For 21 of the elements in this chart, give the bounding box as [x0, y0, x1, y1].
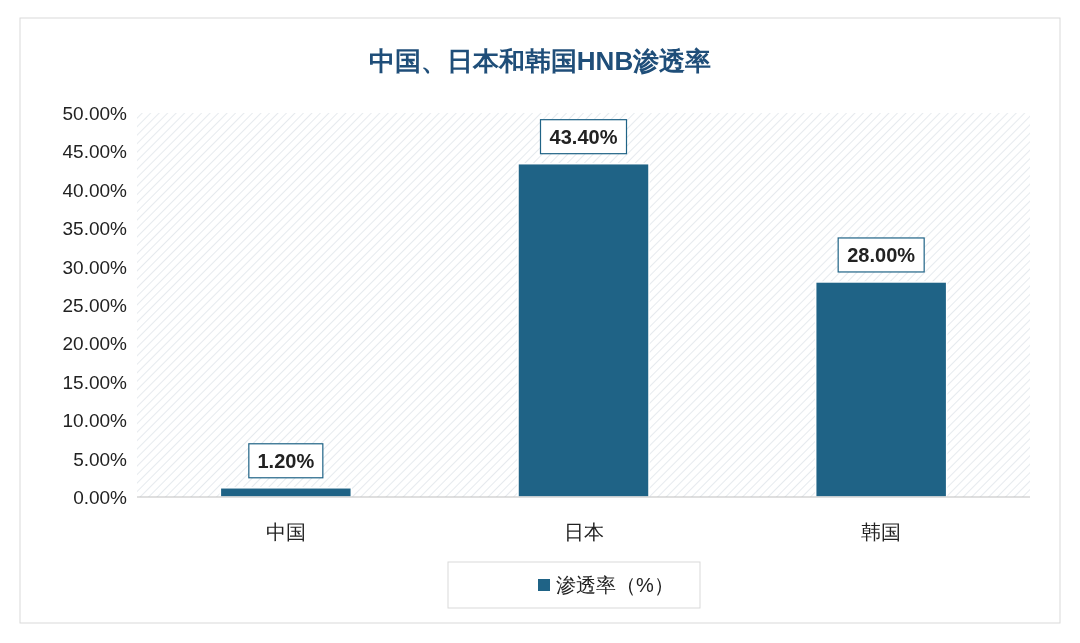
y-tick-label: 0.00% — [73, 487, 128, 508]
y-tick-label: 25.00% — [62, 295, 128, 316]
y-tick-label: 20.00% — [62, 333, 128, 355]
data-label: 28.00% — [847, 243, 916, 266]
legend-label: 渗透率（%） — [556, 574, 674, 596]
chart-title: 中国、日本和韩国HNB渗透率 — [368, 46, 712, 76]
y-tick-label: 5.00% — [73, 448, 128, 470]
y-tick-label: 35.00% — [62, 218, 128, 240]
bar — [517, 162, 650, 498]
x-tick-label: 日本 — [563, 521, 604, 543]
y-tick-label: 30.00% — [62, 256, 128, 278]
y-tick-label: 15.00% — [62, 371, 128, 393]
y-tick-label: 10.00% — [62, 410, 128, 432]
bar — [814, 281, 948, 498]
x-tick-label: 中国 — [265, 521, 306, 543]
y-tick-label: 40.00% — [62, 179, 128, 201]
y-tick-label: 45.00% — [62, 141, 128, 163]
y-tick-label: 50.00% — [62, 103, 128, 124]
data-label: 43.40% — [549, 125, 618, 148]
data-label: 1.20% — [257, 449, 315, 472]
x-tick-label: 韩国 — [861, 521, 902, 543]
